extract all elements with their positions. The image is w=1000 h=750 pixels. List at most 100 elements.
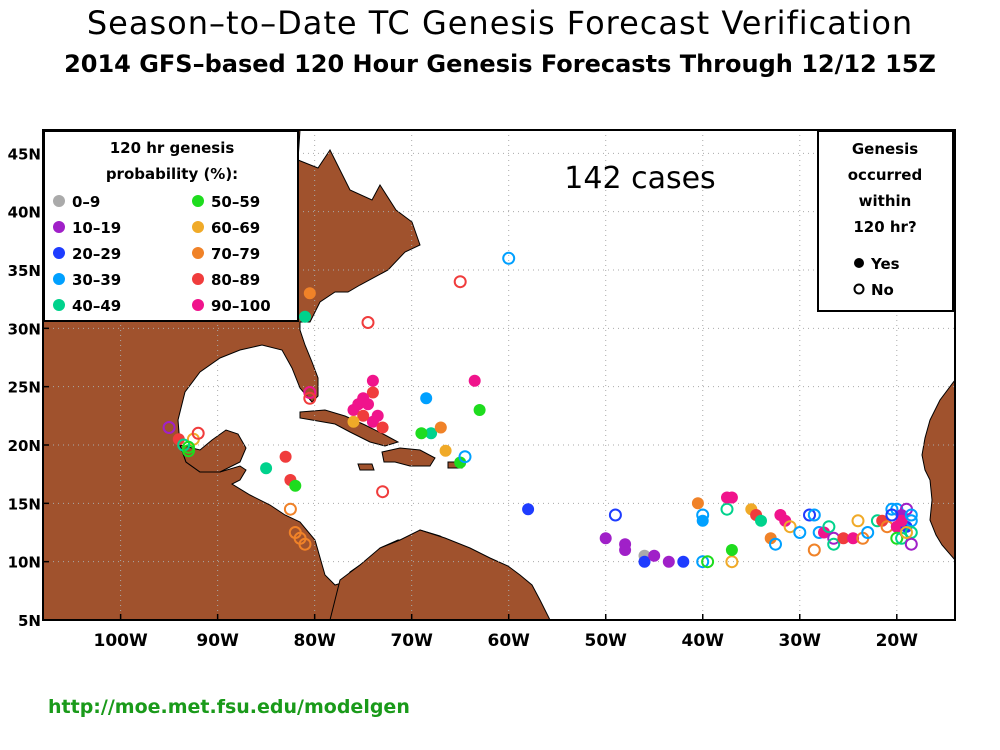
forecast-point xyxy=(900,526,913,539)
forecast-point xyxy=(522,503,535,516)
forecast-point xyxy=(473,404,486,416)
chart-subtitle: 2014 GFS–based 120 Hour Genesis Forecast… xyxy=(64,50,936,78)
plot-frame xyxy=(42,129,956,621)
forecast-point xyxy=(818,526,830,539)
forecast-point xyxy=(439,444,452,457)
legend-title-line2: probability (%): xyxy=(106,165,238,183)
cases-label: 142 cases xyxy=(564,161,715,196)
forecast-point xyxy=(803,508,816,522)
forecast-point xyxy=(182,440,195,454)
forecast-point xyxy=(366,374,379,387)
yes-marker-icon xyxy=(854,258,864,268)
probability-legend: 120 hr genesis probability (%): 0–9 10–19… xyxy=(43,130,299,322)
forecast-point xyxy=(837,532,850,545)
forecast-point xyxy=(502,251,516,265)
forecast-point xyxy=(361,316,375,329)
lat-tick-label: 40N xyxy=(8,204,41,222)
lon-tick-label: 70W xyxy=(390,631,433,651)
legend-label: 90–100 xyxy=(211,297,271,315)
forecast-point xyxy=(191,426,205,440)
lon-tick-label: 60W xyxy=(487,631,530,651)
forecast-point xyxy=(376,485,390,499)
lat-tick-label: 25N xyxy=(8,379,41,397)
forecast-point xyxy=(260,462,273,475)
lon-tick-label: 90W xyxy=(196,631,239,651)
forecast-point xyxy=(347,404,360,416)
lon-tick-label: 30W xyxy=(779,631,822,651)
forecast-point xyxy=(861,526,875,539)
forecast-point xyxy=(895,514,908,527)
legend-label: 30–39 xyxy=(72,271,121,289)
land-africa xyxy=(921,379,955,561)
lon-tick-label: 100W xyxy=(93,631,147,651)
land-hispaniola xyxy=(381,447,436,467)
forecast-point xyxy=(376,421,389,434)
forecast-point xyxy=(454,456,467,469)
lat-tick-label: 20N xyxy=(8,437,41,455)
legend-swatch xyxy=(192,247,204,259)
legend-label: 10–19 xyxy=(72,219,121,237)
forecast-point xyxy=(638,555,651,568)
lat-tick-label: 10N xyxy=(8,554,41,572)
genesis-line1: Genesis xyxy=(852,140,918,158)
forecast-point xyxy=(357,409,370,422)
source-url[interactable]: http://moe.met.fsu.edu/modelgen xyxy=(48,696,410,718)
genesis-legend: Genesis occurred within 120 hr? Yes No xyxy=(817,130,954,312)
legend-swatch xyxy=(192,221,204,233)
legend-label: 20–29 xyxy=(72,245,121,263)
legend-swatch xyxy=(192,273,204,285)
forecast-point xyxy=(458,450,472,464)
lon-tick-label: 20W xyxy=(876,631,919,651)
lat-tick-label: 15N xyxy=(8,495,41,513)
legend-label: 70–79 xyxy=(211,245,260,263)
forecast-point xyxy=(172,433,185,446)
forecast-point xyxy=(279,450,292,463)
forecast-point xyxy=(725,491,738,504)
forecast-point xyxy=(619,544,632,556)
forecast-point xyxy=(696,555,710,569)
lat-tick-label: 45N xyxy=(8,145,41,163)
forecast-point xyxy=(362,398,374,411)
forecast-point xyxy=(876,514,889,527)
legend-swatch xyxy=(53,195,65,207)
forecast-point xyxy=(608,508,622,522)
legend-swatch xyxy=(53,247,65,259)
forecast-point xyxy=(468,374,481,387)
forecast-point xyxy=(303,287,316,300)
forecast-point xyxy=(885,508,899,522)
genesis-line3: within xyxy=(859,192,912,210)
lon-tick-label: 50W xyxy=(585,631,628,651)
forecast-point xyxy=(677,555,690,568)
forecast-point xyxy=(420,392,433,405)
yes-label: Yes xyxy=(870,255,900,273)
forecast-point xyxy=(847,532,860,545)
forecast-point xyxy=(303,386,317,399)
forecast-point xyxy=(827,537,841,551)
forecast-point xyxy=(425,427,438,440)
legend-label: 80–89 xyxy=(211,271,260,289)
land-yucatan xyxy=(179,429,247,473)
forecast-point xyxy=(755,514,767,527)
forecast-point xyxy=(807,543,821,557)
forecast-point xyxy=(885,502,899,516)
forecast-point xyxy=(415,427,428,440)
forecast-point xyxy=(298,537,312,551)
legend-label: 0–9 xyxy=(72,193,100,211)
no-marker-icon xyxy=(853,283,865,295)
forecast-point xyxy=(366,386,379,399)
forecast-point xyxy=(725,544,738,556)
forecast-point xyxy=(807,508,821,522)
forecast-point xyxy=(783,520,797,534)
land-cuba xyxy=(299,409,400,447)
forecast-point xyxy=(904,537,918,551)
forecast-point xyxy=(851,514,865,528)
forecast-point xyxy=(764,532,777,545)
forecast-point xyxy=(779,514,792,527)
forecast-point xyxy=(822,520,836,534)
forecast-point xyxy=(303,391,317,405)
legend-swatch xyxy=(192,299,204,311)
lat-tick-label: 35N xyxy=(8,262,41,280)
forecast-point xyxy=(599,532,612,545)
lon-tick-labels: 100W 90W 80W 70W 60W 50W 40W 30W 20W xyxy=(93,614,918,651)
